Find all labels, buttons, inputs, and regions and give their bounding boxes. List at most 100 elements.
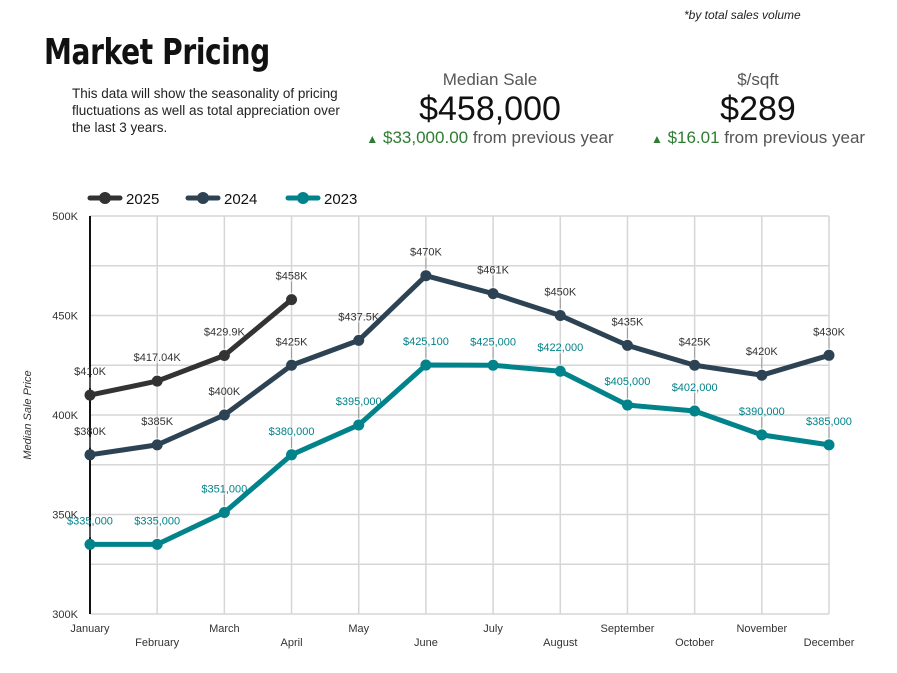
data-point-2023 [353,419,365,431]
data-point-2025 [151,375,163,387]
data-point-2023 [487,359,499,371]
y-tick-label: 350K [52,510,78,522]
price-per-sqft-change: ▲ $16.01 from previous year [640,128,876,148]
legend-label-2025: 2025 [126,191,159,208]
y-tick-label: 500K [52,211,78,223]
data-label-2023: $425,000 [470,336,516,348]
data-label-2023: $390,000 [739,406,785,418]
data-label-2025: $410K [74,366,106,378]
data-point-2024 [689,359,701,371]
data-label-2023: $380,000 [269,426,315,438]
data-label-2023: $335,000 [67,515,113,527]
data-point-2024 [621,339,633,351]
description: This data will show the seasonality of p… [72,86,340,135]
median-sale-change-amount: $33,000.00 [383,128,469,147]
data-label-2024: $420K [746,346,778,358]
data-point-2023 [823,439,835,451]
data-point-2023 [84,538,96,550]
median-sale-change: ▲ $33,000.00 from previous year [352,128,628,148]
data-point-2024 [823,349,835,361]
data-point-2023 [689,405,701,417]
data-point-2024 [554,310,566,321]
data-label-2024: $430K [813,326,845,338]
data-label-2023: $402,000 [672,382,718,394]
price-per-sqft-value: $289 [720,90,796,128]
price-per-sqft-change-amount: $16.01 [667,128,720,147]
median-sale-stat: Median Sale $458,000 ▲ $33,000.00 from p… [352,70,628,148]
data-label-2023: $405,000 [605,376,651,388]
data-point-2024 [84,449,96,461]
data-label-2023: $425,100 [403,336,449,348]
data-label-2025: $458K [276,271,308,283]
x-tick-label: April [281,637,303,649]
data-label-2023: $422,000 [537,342,583,354]
data-point-2023 [151,538,163,550]
series-line-2025 [87,297,295,398]
footnote: *by total sales volume [684,8,801,22]
legend-marker-2023 [297,192,309,204]
data-point-2023 [621,399,633,411]
data-point-2024 [487,288,499,300]
data-point-2024 [420,270,432,282]
x-tick-label: May [348,623,369,635]
x-tick-label: January [70,623,110,635]
median-sale-value: $458,000 [419,90,561,128]
median-sale-label: Median Sale [442,70,538,89]
up-arrow-icon: ▲ [650,132,663,146]
data-label-2024: $380K [74,426,106,438]
data-label-2024: $425K [679,336,711,348]
data-point-2023 [286,449,298,461]
data-label-2024: $400K [208,386,240,398]
data-point-2025 [218,349,230,361]
data-label-2024: $425K [276,336,308,348]
y-tick-label: 450K [52,311,78,323]
y-axis-label: Median Sale Price [22,370,34,459]
data-label-2023: $395,000 [336,396,382,408]
price-per-sqft-stat: $/sqft $289 ▲ $16.01 from previous year [640,70,876,148]
x-tick-label: February [135,637,180,649]
data-label-2024: $385K [141,416,173,428]
data-point-2023 [218,507,230,519]
price-per-sqft-label: $/sqft [737,70,779,89]
x-tick-label: September [601,623,655,635]
median-sale-change-suffix: from previous year [468,128,614,147]
data-label-2024: $437.5K [338,311,380,323]
x-tick-label: December [804,637,855,649]
data-label-2024: $470K [410,247,442,259]
x-tick-label: June [414,637,438,649]
x-tick-label: August [543,637,577,649]
legend-marker-2025 [99,192,111,204]
data-point-2023 [554,365,566,377]
y-tick-label: 400K [52,410,78,422]
data-point-2024 [218,409,230,421]
data-point-2025 [84,389,96,401]
data-label-2025: $429.9K [204,326,246,338]
x-tick-label: October [675,637,714,649]
data-point-2024 [353,334,365,346]
data-point-2023 [756,429,768,441]
data-label-2024: $461K [477,265,509,277]
legend-label-2023: 2023 [324,191,357,208]
up-arrow-icon: ▲ [366,132,379,146]
series-line-2023 [87,362,832,547]
data-label-2023: $335,000 [134,515,180,527]
data-point-2024 [756,369,768,381]
series-line-2024 [87,273,832,458]
data-point-2023 [420,359,432,371]
legend-marker-2024 [197,192,209,204]
legend-label-2024: 2024 [224,191,257,208]
y-tick-label: 300K [52,609,78,621]
data-point-2025 [286,294,298,306]
data-label-2023: $385,000 [806,416,852,428]
price-per-sqft-change-suffix: from previous year [719,128,866,147]
x-tick-label: July [483,623,503,635]
data-label-2023: $351,000 [201,484,247,496]
data-label-2024: $435K [612,316,644,328]
x-tick-label: March [209,623,240,635]
page-title: Market Pricing [44,32,270,73]
x-tick-label: November [736,623,787,635]
data-point-2024 [151,439,163,451]
data-point-2024 [286,359,298,371]
data-label-2025: $417.04K [134,352,182,364]
